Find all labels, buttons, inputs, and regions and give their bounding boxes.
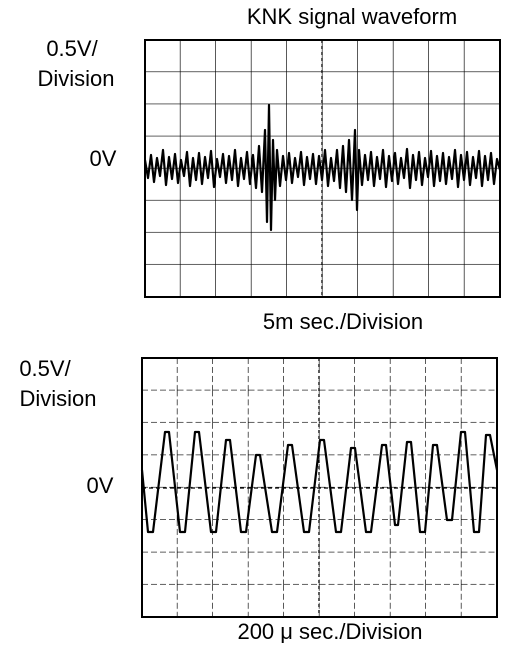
volts-label: Division [37, 66, 114, 91]
volts-label: 0.5V/ [19, 356, 71, 381]
waveform [143, 103, 502, 232]
zero-label: 0V [87, 473, 114, 498]
volts-label: Division [19, 386, 96, 411]
time-label: 200 μ sec./Division [237, 619, 422, 644]
zero-label: 0V [90, 146, 117, 171]
waveform [140, 430, 499, 534]
title: KNK signal waveform [247, 4, 457, 29]
time-label: 5m sec./Division [263, 309, 423, 334]
volts-label: 0.5V/ [46, 36, 98, 61]
